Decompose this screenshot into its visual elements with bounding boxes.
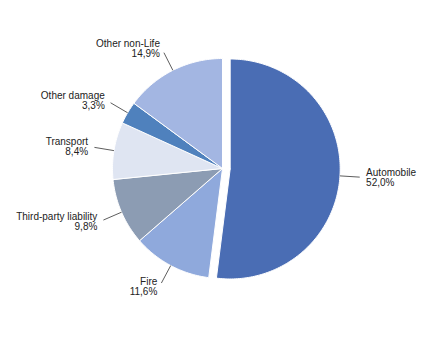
svg-text:Fire11,6%: Fire11,6% (130, 276, 158, 297)
svg-text:Third-party liability9,8%: Third-party liability9,8% (16, 211, 97, 232)
svg-text:Other non-Life14,9%: Other non-Life14,9% (96, 38, 160, 59)
svg-text:Automobile52,0%: Automobile52,0% (366, 167, 416, 188)
svg-text:Transport8,4%: Transport8,4% (46, 136, 89, 157)
svg-text:Other damage3,3%: Other damage3,3% (41, 90, 105, 111)
